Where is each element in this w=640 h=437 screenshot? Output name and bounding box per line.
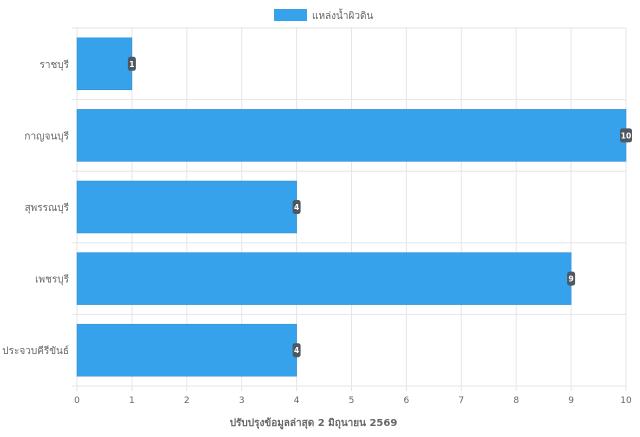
data-label-badge — [292, 200, 301, 214]
y-category-label: กาญจนบุรี — [24, 130, 69, 142]
x-axis-title: ปรับปรุงข้อมูลล่าสุด 2 มิถุนายน 2569 — [230, 417, 398, 430]
legend[interactable]: แหล่งน้ำผิวดิน — [274, 8, 373, 22]
legend-swatch[interactable] — [274, 9, 307, 21]
x-tick-label: 1 — [129, 396, 135, 406]
x-tick-label: 2 — [184, 396, 190, 406]
x-tick-label: 3 — [239, 396, 245, 406]
data-label: 9 — [568, 275, 573, 284]
data-label: 10 — [621, 131, 631, 140]
bar[interactable] — [76, 37, 133, 91]
data-label-badge — [620, 128, 632, 143]
data-label: 4 — [294, 203, 299, 212]
y-category-label: เพชรบุรี — [35, 274, 70, 286]
x-tick-label: 8 — [513, 396, 519, 406]
y-category-label: สุพรรณบุรี — [25, 202, 70, 214]
data-label-badge — [127, 56, 136, 71]
grid-lines — [72, 27, 627, 391]
x-tick-label: 6 — [404, 396, 410, 406]
data-label: 1 — [129, 60, 134, 69]
data-label-badge — [292, 343, 301, 358]
x-tick-label: 5 — [349, 396, 355, 406]
x-tick-label: 10 — [620, 396, 632, 406]
bar[interactable] — [76, 252, 572, 305]
legend-label[interactable]: แหล่งน้ำผิวดิน — [312, 8, 373, 22]
x-tick-label: 0 — [74, 396, 80, 406]
data-label-badge — [567, 271, 576, 286]
y-category-label: ประจวบคีรีขันธ์ — [2, 345, 69, 357]
green-decoration-shape — [0, 300, 10, 380]
x-tick-label: 4 — [294, 396, 300, 406]
bar[interactable] — [76, 323, 297, 377]
bar[interactable] — [76, 180, 297, 234]
bars: 1 10 4 9 4 — [76, 37, 632, 377]
x-tick-label: 9 — [568, 396, 574, 406]
data-label: 4 — [294, 346, 299, 355]
bar[interactable] — [76, 109, 627, 162]
axes: 0 1 2 3 4 5 6 7 8 9 10 ราชบุรีกาญจนบุรีสุพรรณบุรีเพ… — [2, 59, 632, 406]
x-tick-label: 7 — [458, 396, 464, 406]
y-category-label: ราชบุรี — [40, 59, 70, 71]
